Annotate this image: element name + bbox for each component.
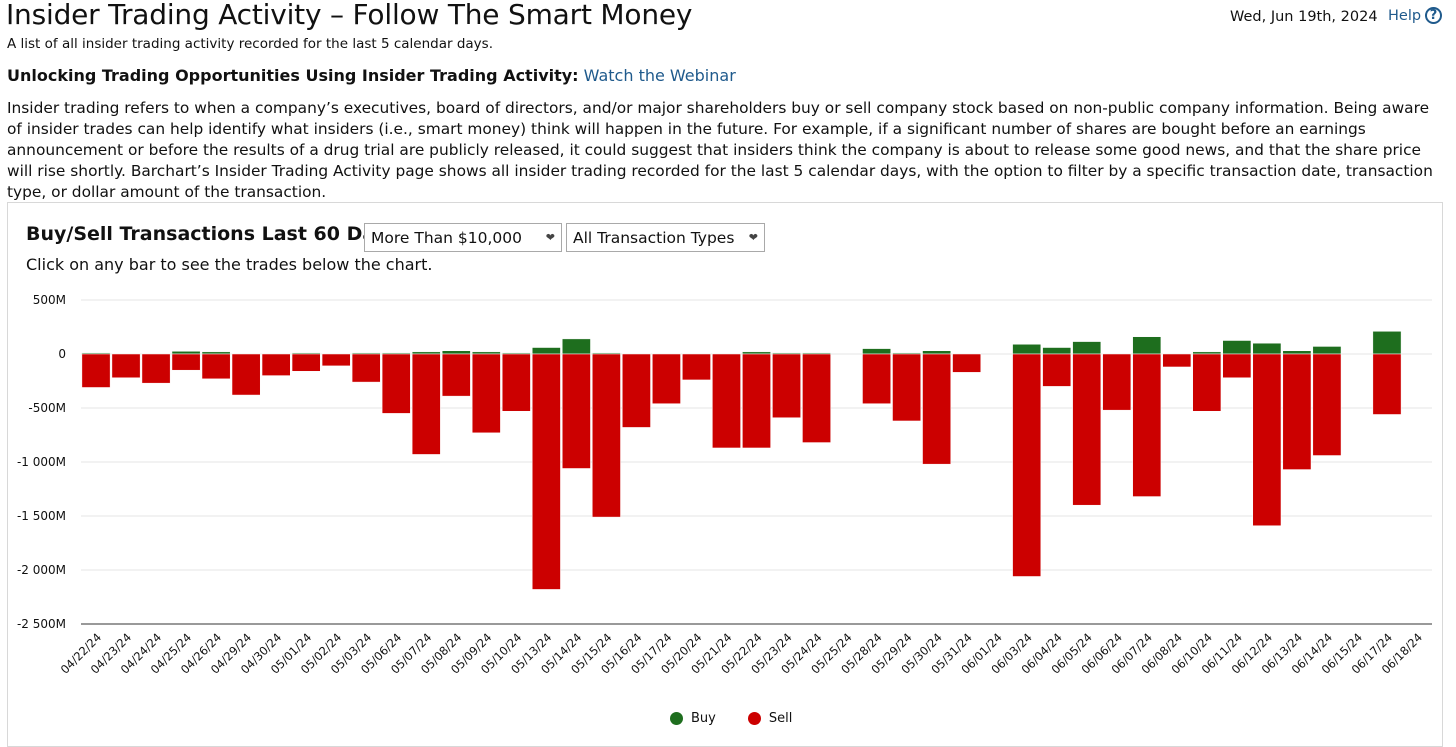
buy-bar[interactable]: [1192, 351, 1222, 355]
buy-bar[interactable]: [1282, 350, 1312, 355]
sell-bar[interactable]: [1282, 353, 1312, 470]
sell-bar[interactable]: [802, 353, 831, 443]
sell-bar[interactable]: [321, 353, 351, 367]
sell-bar[interactable]: [351, 353, 381, 383]
sell-bar[interactable]: [892, 353, 921, 422]
buy-bar[interactable]: [1072, 341, 1102, 355]
y-tick-label: -2 000M: [17, 563, 66, 577]
sell-bar[interactable]: [381, 353, 411, 414]
sell-bar[interactable]: [742, 353, 771, 449]
sell-bar[interactable]: [1042, 353, 1072, 387]
buy-bar[interactable]: [1372, 331, 1402, 355]
sell-bar[interactable]: [1372, 353, 1402, 415]
legend-sell[interactable]: Sell: [747, 711, 793, 726]
sell-bar[interactable]: [1312, 353, 1342, 456]
buy-bar[interactable]: [411, 351, 441, 355]
sell-bar[interactable]: [1102, 353, 1132, 411]
buy-bar[interactable]: [1012, 344, 1042, 355]
promo-lead: Unlocking Trading Opportunities Using In…: [7, 66, 579, 85]
sell-bar[interactable]: [1222, 353, 1252, 379]
buy-bar[interactable]: [441, 350, 471, 355]
chevron-down-icon: ❤: [748, 231, 758, 244]
current-date: Wed, Jun 19th, 2024: [1230, 9, 1378, 25]
buy-bar[interactable]: [171, 351, 201, 355]
buy-bar[interactable]: [1132, 336, 1162, 355]
sell-bar[interactable]: [1072, 353, 1102, 506]
page-title: Insider Trading Activity – Follow The Sm…: [6, 0, 693, 31]
sell-bar[interactable]: [1252, 353, 1282, 526]
sell-bar[interactable]: [81, 353, 111, 388]
sell-bar[interactable]: [652, 353, 681, 404]
y-tick-label: -1 000M: [17, 455, 66, 469]
type-filter-value: All Transaction Types: [573, 228, 735, 247]
sell-bar[interactable]: [291, 353, 321, 372]
buy-bar[interactable]: [1222, 340, 1252, 355]
chart-legend: Buy Sell: [670, 711, 792, 726]
buy-bar[interactable]: [531, 347, 561, 355]
buy-bar[interactable]: [471, 351, 501, 355]
buy-bar[interactable]: [201, 351, 231, 355]
chevron-down-icon: ❤: [545, 231, 555, 244]
sell-dot-icon: [747, 712, 761, 725]
sell-bar[interactable]: [622, 353, 651, 428]
sell-bar[interactable]: [1132, 353, 1162, 497]
y-tick-label: -1 500M: [17, 509, 66, 523]
sell-bar[interactable]: [141, 353, 171, 384]
buy-bar[interactable]: [562, 338, 591, 355]
help-link[interactable]: Help ?: [1388, 7, 1443, 24]
y-tick-label: 0: [58, 347, 66, 361]
page-subtitle: A list of all insider trading activity r…: [7, 36, 493, 52]
legend-sell-label: Sell: [768, 711, 793, 726]
sell-bar[interactable]: [441, 353, 471, 397]
sell-bar[interactable]: [201, 353, 231, 380]
legend-buy-label: Buy: [691, 711, 716, 726]
buy-bar[interactable]: [1042, 347, 1072, 355]
y-tick-label: 500M: [33, 293, 66, 307]
buy-bar[interactable]: [742, 351, 771, 355]
sell-bar[interactable]: [682, 353, 711, 381]
type-filter-select[interactable]: All Transaction Types ❤: [566, 223, 765, 252]
buy-bar[interactable]: [862, 348, 891, 355]
help-icon: ?: [1425, 7, 1443, 24]
sell-bar[interactable]: [772, 353, 801, 418]
chart-title: Buy/Sell Transactions Last 60 Days: [26, 223, 399, 245]
y-tick-label: -500M: [28, 401, 66, 415]
watch-webinar-link[interactable]: Watch the Webinar: [583, 66, 736, 85]
sell-bar[interactable]: [471, 353, 501, 434]
chart-panel: 500M 0 -500M -1 000M -1 500M -2 000M -2 500M 04…: [7, 202, 1443, 747]
sell-bar[interactable]: [1012, 353, 1042, 577]
sell-bar[interactable]: [231, 353, 261, 396]
legend-buy[interactable]: Buy: [670, 711, 716, 726]
amount-filter-value: More Than $10,000: [371, 228, 522, 247]
sell-bar[interactable]: [111, 353, 141, 379]
buy-dot-icon: [670, 712, 683, 725]
sell-bar[interactable]: [862, 353, 891, 404]
sell-bar[interactable]: [531, 353, 561, 590]
sell-bar[interactable]: [261, 353, 291, 376]
sell-bar[interactable]: [171, 353, 201, 371]
chart-hint: Click on any bar to see the trades below…: [26, 255, 433, 274]
buy-bar[interactable]: [1252, 342, 1282, 355]
sell-bar[interactable]: [592, 353, 621, 518]
amount-filter-select[interactable]: More Than $10,000 ❤: [364, 223, 562, 252]
webinar-promo: Unlocking Trading Opportunities Using In…: [7, 66, 736, 85]
sell-bar[interactable]: [712, 353, 741, 449]
intro-paragraph: Insider trading refers to when a company…: [7, 99, 1433, 201]
sell-bar[interactable]: [1192, 353, 1222, 412]
buy-bar[interactable]: [1312, 346, 1342, 355]
sell-bar[interactable]: [562, 353, 591, 469]
help-label: Help: [1388, 7, 1422, 24]
y-tick-label: -2 500M: [17, 617, 66, 631]
sell-bar[interactable]: [1162, 353, 1192, 368]
sell-bar[interactable]: [922, 353, 951, 465]
buy-bar[interactable]: [922, 350, 951, 355]
sell-bar[interactable]: [952, 353, 982, 373]
sell-bar[interactable]: [411, 353, 441, 455]
sell-bar[interactable]: [501, 353, 531, 412]
